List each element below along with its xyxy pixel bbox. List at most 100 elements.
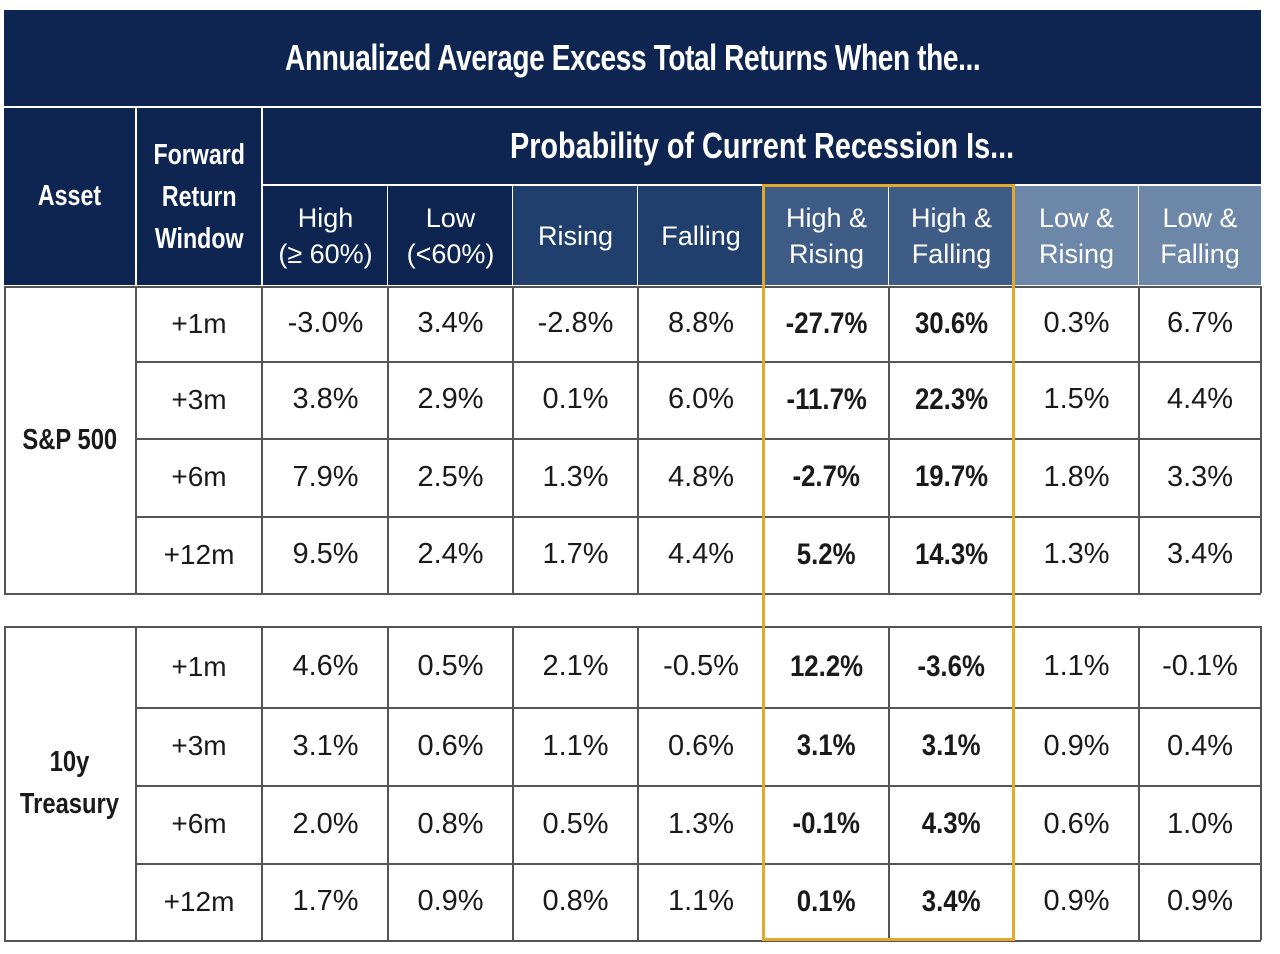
value-cell: 30.6%	[889, 286, 1014, 361]
grid-line	[135, 863, 1261, 865]
value-cell: -3.6%	[889, 626, 1014, 707]
header-divider	[1138, 186, 1139, 285]
value-text: 0.1%	[797, 884, 856, 918]
grid-line	[4, 286, 6, 593]
value-cell: 1.3%	[638, 785, 764, 863]
value-text: -0.1%	[1162, 650, 1238, 682]
value-text: 8.8%	[667, 307, 735, 339]
value-cell: 3.3%	[1139, 438, 1261, 516]
grid-line	[387, 286, 389, 593]
value-text: -11.7%	[786, 382, 867, 416]
value-cell: 1.0%	[1139, 785, 1261, 863]
value-text: 0.9%	[1043, 885, 1110, 917]
value-cell: 2.9%	[388, 361, 513, 438]
value-text: 0.8%	[542, 885, 609, 917]
grid-line	[135, 516, 1261, 518]
value-text: 6.7%	[1166, 307, 1234, 339]
value-text: 14.3%	[914, 537, 989, 571]
value-cell: 3.1%	[263, 707, 388, 785]
value-cell: 0.9%	[1014, 707, 1139, 785]
window-cell: +1m	[171, 307, 227, 339]
value-cell: 6.0%	[638, 361, 764, 438]
value-cell: 4.8%	[638, 438, 764, 516]
value-cell: 8.8%	[638, 286, 764, 361]
value-cell: 3.1%	[889, 707, 1014, 785]
value-text: 6.0%	[667, 383, 735, 415]
grid-line	[135, 286, 137, 593]
grid-line	[4, 286, 1261, 288]
grid-line	[1013, 286, 1015, 593]
asset-label-treasury-text: 10y Treasury	[19, 746, 120, 820]
value-cell: 0.5%	[513, 785, 638, 863]
group-header: Probability of Current Recession Is...	[263, 108, 1261, 184]
grid-line	[888, 286, 890, 593]
value-text: -3.6%	[917, 649, 986, 683]
value-cell: 2.1%	[513, 626, 638, 707]
asset-label-treasury: 10y Treasury	[4, 626, 135, 940]
asset-header-label: Asset	[37, 180, 102, 212]
value-text: 30.6%	[914, 306, 989, 340]
value-cell: 14.3%	[889, 516, 1014, 593]
value-text: 9.5%	[292, 538, 359, 570]
value-cell: 7.9%	[263, 438, 388, 516]
value-cell: 0.6%	[1014, 785, 1139, 863]
grid-line	[637, 286, 639, 593]
window-header: Forward Return Window	[137, 108, 261, 285]
value-cell: 0.6%	[638, 707, 764, 785]
value-text: 0.5%	[417, 650, 484, 682]
value-text: 19.7%	[914, 460, 989, 493]
value-cell: 0.9%	[1014, 863, 1139, 940]
value-text: 3.8%	[292, 383, 359, 415]
value-cell: 6.7%	[1139, 286, 1261, 361]
value-text: 2.5%	[417, 460, 484, 493]
header-divider	[261, 108, 263, 285]
header-divider	[4, 106, 1261, 108]
grid-line	[261, 626, 263, 940]
value-text: 1.1%	[667, 885, 735, 917]
value-text: 3.1%	[922, 729, 981, 762]
value-text: -27.7%	[785, 306, 868, 340]
table-title-text: Annualized Average Excess Total Returns …	[284, 37, 981, 78]
asset-label-sp500: S&P 500	[4, 286, 135, 593]
value-text: 1.5%	[1043, 383, 1110, 415]
column-header-4: High & Rising	[764, 186, 889, 285]
table-title: Annualized Average Excess Total Returns …	[4, 10, 1261, 106]
value-cell: 0.8%	[513, 863, 638, 940]
column-header-5: High & Falling	[889, 186, 1014, 285]
value-text: -2.7%	[792, 460, 861, 493]
grid-line	[763, 626, 765, 940]
value-text: 1.1%	[542, 729, 609, 762]
value-text: 3.1%	[292, 729, 359, 762]
value-cell: 2.4%	[388, 516, 513, 593]
grid-line	[512, 286, 514, 593]
value-cell: 3.1%	[764, 707, 889, 785]
value-cell: 3.4%	[388, 286, 513, 361]
value-text: -3.0%	[287, 307, 364, 339]
grid-line	[512, 626, 514, 940]
grid-line	[135, 626, 137, 940]
window-cell: +6m	[171, 461, 227, 492]
header-divider	[637, 186, 638, 285]
window-cell: +6m	[171, 808, 227, 839]
value-text: 4.4%	[667, 538, 735, 570]
value-text: 3.4%	[417, 307, 484, 339]
value-cell: 1.7%	[263, 863, 388, 940]
header-divider	[888, 186, 889, 285]
value-cell: 1.3%	[1014, 516, 1139, 593]
grid-line	[135, 361, 1261, 363]
value-cell: 1.3%	[513, 438, 638, 516]
value-cell: 3.4%	[1139, 516, 1261, 593]
value-cell: 9.5%	[263, 516, 388, 593]
value-cell: 4.3%	[889, 785, 1014, 863]
value-text: 3.3%	[1166, 460, 1234, 493]
value-cell: 0.1%	[764, 863, 889, 940]
grid-line	[261, 286, 263, 593]
value-cell: 2.0%	[263, 785, 388, 863]
value-text: 0.9%	[417, 885, 484, 917]
value-text: 1.0%	[1166, 807, 1234, 840]
value-text: 0.4%	[1166, 729, 1234, 762]
value-text: 1.7%	[292, 885, 359, 917]
grid-line	[4, 626, 6, 940]
window-cell: +3m	[171, 730, 227, 761]
value-cell: -0.5%	[638, 626, 764, 707]
